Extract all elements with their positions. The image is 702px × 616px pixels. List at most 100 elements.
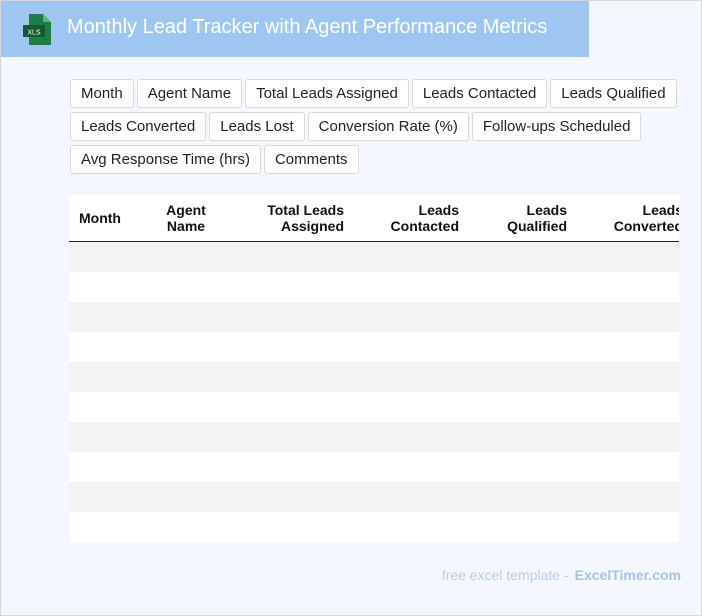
table-row — [69, 391, 679, 422]
column-tags: Month Agent Name Total Leads Assigned Leads… — [70, 79, 680, 174]
table-cell — [577, 241, 679, 272]
column-tag[interactable]: Avg Response Time (hrs) — [70, 145, 261, 174]
table-cell — [354, 271, 469, 302]
table-container: Month Agent Name Total Leads Assigned Leads… — [69, 195, 679, 542]
table-cell — [577, 301, 679, 332]
table-cell — [354, 421, 469, 452]
table-cell — [231, 481, 354, 512]
column-header: Total Leads Assigned — [231, 195, 354, 242]
table-cell — [231, 301, 354, 332]
column-tag[interactable]: Agent Name — [136, 79, 243, 108]
table-cell — [354, 391, 469, 422]
table-cell — [231, 241, 354, 272]
table-cell — [141, 391, 231, 422]
table-cell — [141, 511, 231, 542]
column-tag[interactable]: Leads Converted — [70, 112, 207, 141]
column-tag[interactable]: Follow-ups Scheduled — [471, 112, 642, 141]
table-cell — [69, 391, 141, 422]
table-cell — [354, 451, 469, 482]
table-cell — [141, 451, 231, 482]
table-cell — [354, 481, 469, 512]
table-cell — [69, 481, 141, 512]
table-row — [69, 331, 679, 362]
table-cell — [231, 331, 354, 362]
table-cell — [231, 361, 354, 392]
table-cell — [231, 391, 354, 422]
table-cell — [231, 511, 354, 542]
table-cell — [231, 271, 354, 302]
table-cell — [231, 421, 354, 452]
table-cell — [69, 421, 141, 452]
table-cell — [231, 451, 354, 482]
table-cell — [354, 301, 469, 332]
table-cell — [354, 361, 469, 392]
header-row: Month Agent Name Total Leads Assigned Leads… — [69, 195, 679, 242]
icon-badge — [23, 25, 45, 37]
column-tag[interactable]: Comments — [263, 145, 359, 174]
table-row — [69, 241, 679, 272]
file-icon: XLS — [23, 14, 51, 45]
table-cell — [69, 451, 141, 482]
table-cell — [141, 301, 231, 332]
lead-table: Month Agent Name Total Leads Assigned Leads… — [69, 195, 679, 542]
column-header: Month — [69, 195, 141, 242]
table-row — [69, 481, 679, 512]
footer: free excel template - ExcelTimer.com — [442, 567, 681, 583]
column-header: Agent Name — [141, 195, 231, 242]
table-cell — [469, 391, 577, 422]
table-cell — [577, 391, 679, 422]
page-title: Monthly Lead Tracker with Agent Performa… — [67, 16, 548, 38]
icon-label: XLS — [27, 29, 41, 36]
table-cell — [577, 331, 679, 362]
table-cell — [469, 331, 577, 362]
table-row — [69, 361, 679, 392]
column-header: Leads Converted — [577, 195, 679, 242]
table-cell — [141, 481, 231, 512]
table-cell — [69, 361, 141, 392]
column-tag[interactable]: Month — [70, 79, 134, 108]
footer-text: free excel template - — [441, 567, 569, 583]
table-cell — [69, 241, 141, 272]
column-tag[interactable]: Leads Qualified — [550, 79, 677, 108]
table-cell — [354, 331, 469, 362]
column-tag[interactable]: Leads Contacted — [411, 79, 548, 108]
table-cell — [577, 361, 679, 392]
table-cell — [469, 451, 577, 482]
table-cell — [577, 481, 679, 512]
column-header: Leads Contacted — [354, 195, 469, 242]
table-cell — [469, 481, 577, 512]
table-cell — [469, 271, 577, 302]
table-cell — [469, 511, 577, 542]
table-cell — [577, 271, 679, 302]
table-cell — [469, 421, 577, 452]
table-cell — [141, 361, 231, 392]
column-tag[interactable]: Total Leads Assigned — [245, 79, 409, 108]
table-cell — [141, 241, 231, 272]
table-row — [69, 511, 679, 542]
header: XLS Monthly Lead Tracker with Agent Perf… — [1, 1, 589, 57]
table-cell — [577, 451, 679, 482]
table-cell — [69, 331, 141, 362]
table-row — [69, 451, 679, 482]
table-row — [69, 301, 679, 332]
table-cell — [141, 331, 231, 362]
table-cell — [577, 421, 679, 452]
column-header: Leads Qualified — [469, 195, 577, 242]
table-cell — [141, 271, 231, 302]
table-cell — [141, 421, 231, 452]
column-tag[interactable]: Conversion Rate (%) — [307, 112, 469, 141]
table-cell — [469, 301, 577, 332]
table-cell — [354, 511, 469, 542]
footer-link[interactable]: ExcelTimer.com — [574, 567, 681, 583]
table-row — [69, 271, 679, 302]
column-tag[interactable]: Leads Lost — [209, 112, 305, 141]
table-cell — [577, 511, 679, 542]
table-cell — [69, 511, 141, 542]
table-cell — [469, 361, 577, 392]
table-cell — [69, 301, 141, 332]
table-body — [69, 241, 679, 542]
icon-fold — [43, 14, 51, 22]
